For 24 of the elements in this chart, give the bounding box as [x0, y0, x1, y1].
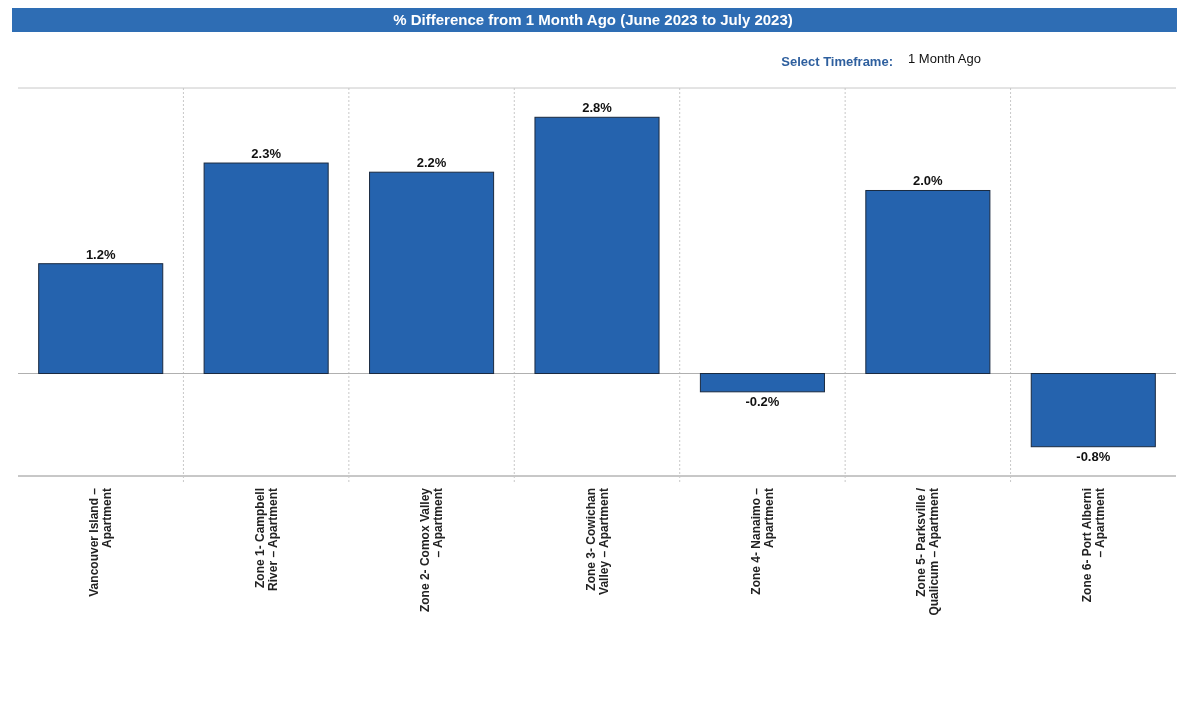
bar: [534, 116, 660, 375]
bar: [203, 162, 329, 375]
bar: [865, 189, 991, 375]
x-tick-label: Zone 3- Cowichan Valley – Apartment: [583, 488, 611, 595]
bar: [38, 263, 164, 375]
bar: [699, 373, 825, 393]
data-label: 1.2%: [85, 246, 116, 262]
data-label: 2.8%: [582, 100, 613, 116]
bar: [369, 171, 495, 375]
x-tick-label: Zone 1- Campbell River – Apartment: [252, 488, 280, 591]
text: 1 Month Ago: [908, 51, 981, 66]
x-tick-label: Zone 5- Parksville / Qualicum – Apartment: [914, 487, 942, 616]
data-label: -0.8%: [1076, 448, 1111, 464]
x-tick-label: Zone 2- Comox Valley – Apartment: [418, 487, 446, 613]
x-tick-label: Zone 4- Nanaimo – Apartment: [748, 487, 776, 595]
data-label: 2.3%: [251, 146, 282, 162]
x-tick-label: Zone 6- Port Alberni – Apartment: [1079, 488, 1107, 603]
data-label: -0.2%: [745, 393, 780, 409]
x-tick-label: Vancouver Island – Apartment: [87, 487, 115, 597]
data-label: 2.0%: [913, 173, 944, 189]
text: Select Timeframe:: [781, 54, 893, 69]
chart-title: % Difference from 1 Month Ago (June 2023 to July 2023): [393, 11, 793, 28]
data-label: 2.2%: [416, 155, 447, 171]
bar: [1030, 373, 1156, 448]
